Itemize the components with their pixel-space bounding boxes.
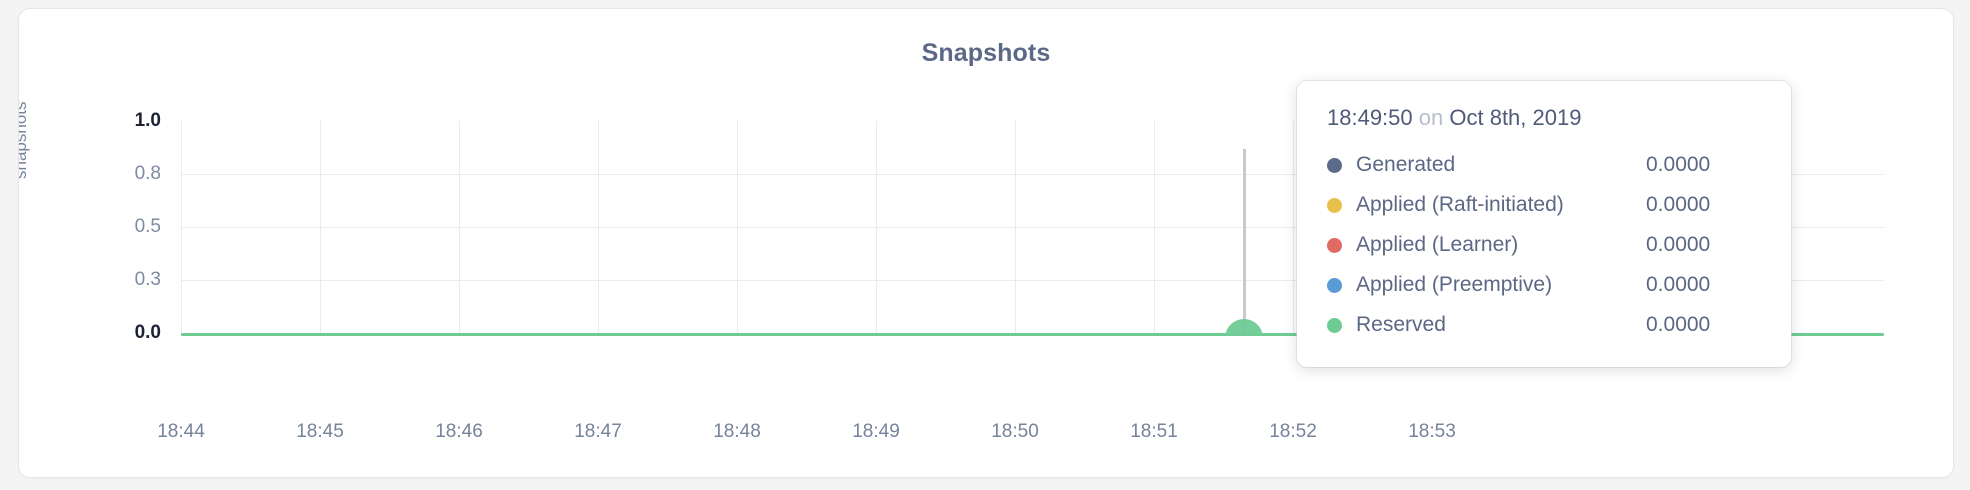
- x-tick-label-3: 18:46: [435, 421, 483, 442]
- series-dot-applied-preemptive-icon: [1327, 277, 1342, 293]
- tooltip-connector: on: [1418, 105, 1444, 130]
- gridline-vertical: [1154, 121, 1155, 334]
- series-dot-applied-raft-initiated-icon: [1327, 197, 1342, 213]
- gridline-vertical: [181, 121, 182, 334]
- x-tick-label-5: 18:48: [713, 421, 761, 442]
- x-tick-label-9: 18:52: [1269, 421, 1317, 442]
- x-tick-label-8: 18:51: [1130, 421, 1178, 442]
- series-dot-applied-learner-icon: [1327, 237, 1342, 253]
- tooltip-row: Reserved 0.0000: [1327, 305, 1761, 345]
- tooltip-row-value: 0.0000: [1646, 193, 1711, 216]
- y-tick-label-4: 0.3: [134, 269, 161, 290]
- tooltip-row-value: 0.0000: [1646, 233, 1711, 256]
- gridline-vertical: [737, 121, 738, 334]
- gridline-vertical: [1293, 121, 1294, 334]
- hover-point-marker: [1225, 319, 1263, 336]
- tooltip-row-label: Applied (Learner): [1356, 233, 1519, 256]
- series-line-reserved: [181, 333, 1884, 336]
- x-tick-label-4: 18:47: [574, 421, 622, 442]
- gridline-vertical: [1015, 121, 1016, 334]
- x-tick-label-2: 18:45: [296, 421, 344, 442]
- gridline-vertical: [320, 121, 321, 334]
- y-tick-label-2: 0.8: [134, 163, 161, 184]
- tooltip-row: Applied (Raft-initiated) 0.0000: [1327, 185, 1761, 225]
- tooltip-row-value: 0.0000: [1646, 273, 1711, 296]
- tooltip-row: Applied (Learner) 0.0000: [1327, 225, 1761, 265]
- snapshots-chart-card: Snapshots snapshots 1.0 0.8 0.5 0.3 0.0 …: [18, 8, 1954, 478]
- tooltip-time: 18:49:50: [1327, 105, 1413, 130]
- tooltip-header: 18:49:50 on Oct 8th, 2019: [1327, 105, 1761, 131]
- tooltip-row: Generated 0.0000: [1327, 145, 1761, 185]
- tooltip-row: Applied (Preemptive) 0.0000: [1327, 265, 1761, 305]
- x-tick-label-10: 18:53: [1408, 421, 1456, 442]
- gridline-horizontal: [181, 280, 1884, 281]
- tooltip-row-value: 0.0000: [1646, 153, 1711, 176]
- tooltip-row-label: Reserved: [1356, 313, 1446, 336]
- gridline-vertical: [598, 121, 599, 334]
- x-tick-label-6: 18:49: [852, 421, 900, 442]
- tooltip-row-label: Applied (Preemptive): [1356, 273, 1553, 296]
- tooltip-date: Oct 8th, 2019: [1449, 105, 1582, 130]
- gridline-vertical: [876, 121, 877, 334]
- gridline-horizontal: [181, 174, 1884, 175]
- y-tick-label-5: 0.0: [134, 322, 161, 343]
- series-dot-reserved-icon: [1327, 317, 1342, 333]
- x-tick-label-7: 18:50: [991, 421, 1039, 442]
- gridline-vertical: [459, 121, 460, 334]
- y-tick-label-1: 1.0: [134, 110, 161, 131]
- tooltip-row-label: Generated: [1356, 153, 1456, 176]
- gridline-horizontal: [181, 227, 1884, 228]
- y-tick-label-3: 0.5: [134, 216, 161, 237]
- x-tick-label-1: 18:44: [157, 421, 205, 442]
- chart-title: Snapshots: [921, 39, 1051, 67]
- hover-crosshair-line: [1243, 149, 1246, 335]
- hover-point-marker-clip: [1219, 319, 1269, 336]
- series-dot-generated-icon: [1327, 157, 1342, 173]
- chart-tooltip: 18:49:50 on Oct 8th, 2019 Generated 0.00…: [1297, 81, 1791, 367]
- y-axis-title: snapshots: [18, 101, 30, 180]
- tooltip-row-value: 0.0000: [1646, 313, 1711, 336]
- tooltip-row-label: Applied (Raft-initiated): [1356, 193, 1564, 216]
